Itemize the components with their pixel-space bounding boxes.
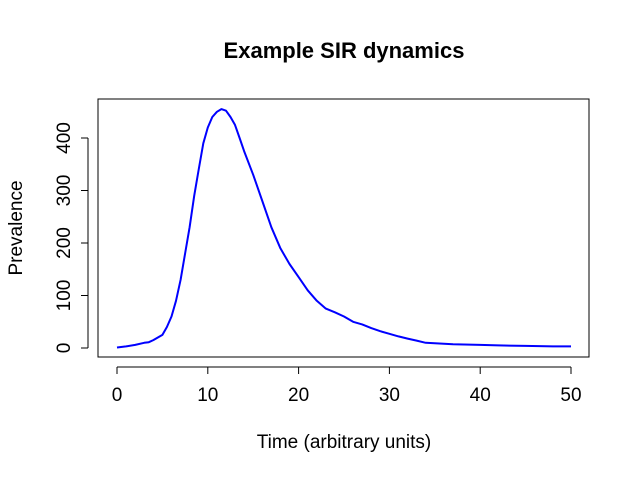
chart-title: Example SIR dynamics xyxy=(224,38,465,63)
x-axis-label: Time (arbitrary units) xyxy=(257,432,432,453)
series-layer xyxy=(116,108,571,349)
y-tick-label: 200 xyxy=(54,227,75,259)
y-tick-label: 0 xyxy=(54,343,75,354)
y-axis: 0 100 200 300 400 xyxy=(54,122,89,354)
x-axis: 0 10 20 30 40 50 xyxy=(112,366,582,406)
x-tick-label: 0 xyxy=(112,385,123,406)
x-tick-label: 20 xyxy=(288,385,309,406)
x-tick-label: 50 xyxy=(560,385,581,406)
x-tick-label: 10 xyxy=(197,385,218,406)
y-tick-label: 400 xyxy=(54,122,75,154)
plot-area-frame xyxy=(97,98,590,358)
x-tick-label: 40 xyxy=(470,385,491,406)
y-axis-label: Prevalence xyxy=(6,180,27,275)
y-tick-label: 300 xyxy=(54,175,75,207)
y-tick-label: 100 xyxy=(54,280,75,312)
x-tick-label: 30 xyxy=(379,385,400,406)
prevalence-series-line xyxy=(116,108,571,349)
